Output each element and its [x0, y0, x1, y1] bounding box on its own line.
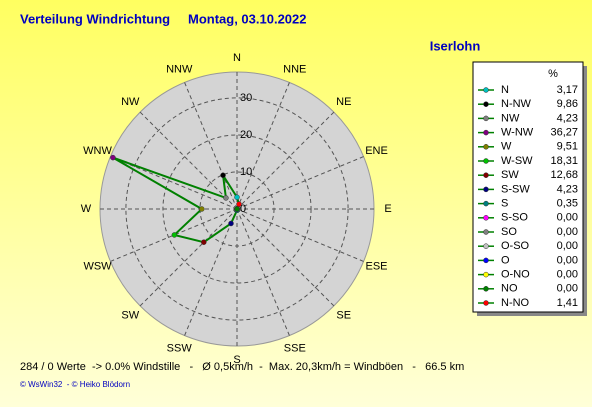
spoke: [184, 208, 238, 336]
direction-label: SSE: [284, 342, 306, 354]
legend-label: S: [501, 198, 508, 210]
grid-ring: [125, 97, 349, 321]
footer: 284 / 0 Werte -> 0.0% Windstille - Ø 0,5…: [20, 361, 464, 373]
legend-value: 3,17: [557, 84, 578, 96]
legend-value: 1,41: [557, 297, 578, 309]
legend-label: O-NO: [501, 269, 530, 281]
legend-value: 9,51: [557, 141, 578, 153]
legend-marker: [483, 129, 489, 136]
legend-label: W-NW: [501, 127, 534, 139]
wind-point: [220, 172, 226, 179]
legend-value: 0,00: [557, 254, 578, 266]
legend-value: 4,23: [557, 183, 578, 195]
legend-value: 9,86: [557, 98, 578, 110]
r-tick-label: 0: [240, 203, 246, 215]
direction-label: WNW: [83, 145, 112, 157]
direction-label: NE: [336, 96, 351, 108]
wind-point: [236, 201, 242, 207]
direction-label: SSW: [167, 342, 193, 354]
legend-marker: [483, 257, 489, 264]
copyright: © WsWin32 - © Heiko Blödorn: [20, 380, 130, 389]
legend-marker: [483, 271, 489, 278]
legend-label: W: [501, 141, 512, 153]
r-tick-label: 20: [240, 129, 252, 141]
direction-label: NNW: [166, 63, 193, 75]
legend-title: %: [548, 68, 558, 80]
legend-marker: [483, 87, 489, 93]
legend-marker: [483, 243, 489, 249]
legend-label: N-NO: [501, 297, 530, 309]
wind-point: [234, 206, 240, 212]
chart-title: Verteilung Windrichtung: [20, 11, 170, 26]
legend-marker: [483, 172, 489, 178]
wind-point: [228, 220, 234, 227]
legend-marker: [483, 101, 489, 107]
spoke: [236, 208, 364, 262]
spoke: [139, 208, 238, 307]
legend-marker: [483, 115, 489, 122]
legend-label: SO: [501, 226, 517, 238]
legend-marker: [483, 229, 489, 235]
legend-value: 0,00: [557, 283, 578, 295]
legend-label: SW: [501, 169, 519, 181]
direction-label: NW: [121, 96, 140, 108]
legend-value: 0,00: [557, 240, 578, 252]
spoke: [184, 82, 238, 210]
wind-point: [201, 239, 207, 245]
spoke: [236, 208, 290, 336]
legend-marker: [483, 186, 489, 193]
legend-label: N-NW: [501, 98, 532, 110]
legend-value: 0,35: [557, 198, 578, 210]
legend-label: S-SO: [501, 212, 528, 224]
legend-label: W-SW: [501, 155, 533, 167]
direction-label: W: [81, 203, 92, 215]
r-tick-label: 10: [240, 166, 252, 178]
direction-label: WSW: [83, 261, 112, 273]
spoke: [236, 156, 364, 210]
wind-point: [199, 206, 205, 212]
grid-ring: [162, 134, 312, 284]
legend-marker: [483, 144, 489, 150]
spoke: [236, 111, 335, 210]
legend-label: NW: [501, 112, 520, 124]
legend-value: 18,31: [550, 155, 578, 167]
wind-point: [110, 154, 116, 161]
legend-marker: [483, 286, 489, 292]
chart-subtitle: Montag, 03.10.2022: [188, 11, 307, 26]
legend-value: 12,68: [550, 169, 578, 181]
wind-point: [234, 194, 240, 201]
direction-label: ENE: [365, 145, 388, 157]
legend-marker: [483, 300, 489, 306]
legend-value: 0,00: [557, 226, 578, 238]
r-tick-label: 30: [240, 92, 252, 104]
legend-label: O: [501, 254, 510, 266]
legend-value: 4,23: [557, 112, 578, 124]
spoke: [236, 82, 290, 210]
legend-value: 36,27: [550, 127, 578, 139]
legend-value: 0,00: [557, 212, 578, 224]
spoke: [236, 208, 335, 307]
legend-marker: [483, 158, 489, 164]
direction-label: N: [233, 52, 241, 64]
direction-label: SW: [121, 310, 139, 322]
location: Iserlohn: [430, 38, 481, 53]
direction-label: SE: [336, 310, 351, 322]
direction-label: ESE: [365, 261, 387, 273]
spoke: [110, 156, 238, 210]
direction-label: S: [233, 354, 240, 366]
wind-point: [171, 232, 178, 238]
legend-label: NO: [501, 283, 518, 295]
direction-label: NNE: [283, 63, 306, 75]
legend-label: S-SW: [501, 183, 530, 195]
legend-label: O-SO: [501, 240, 530, 252]
spoke: [139, 111, 238, 210]
legend-marker: [483, 200, 489, 207]
legend-label: N: [501, 84, 509, 96]
direction-label: E: [384, 203, 391, 215]
legend-value: 0,00: [557, 269, 578, 281]
legend-marker: [483, 215, 489, 221]
wind-point: [223, 195, 229, 201]
spoke: [110, 208, 238, 262]
